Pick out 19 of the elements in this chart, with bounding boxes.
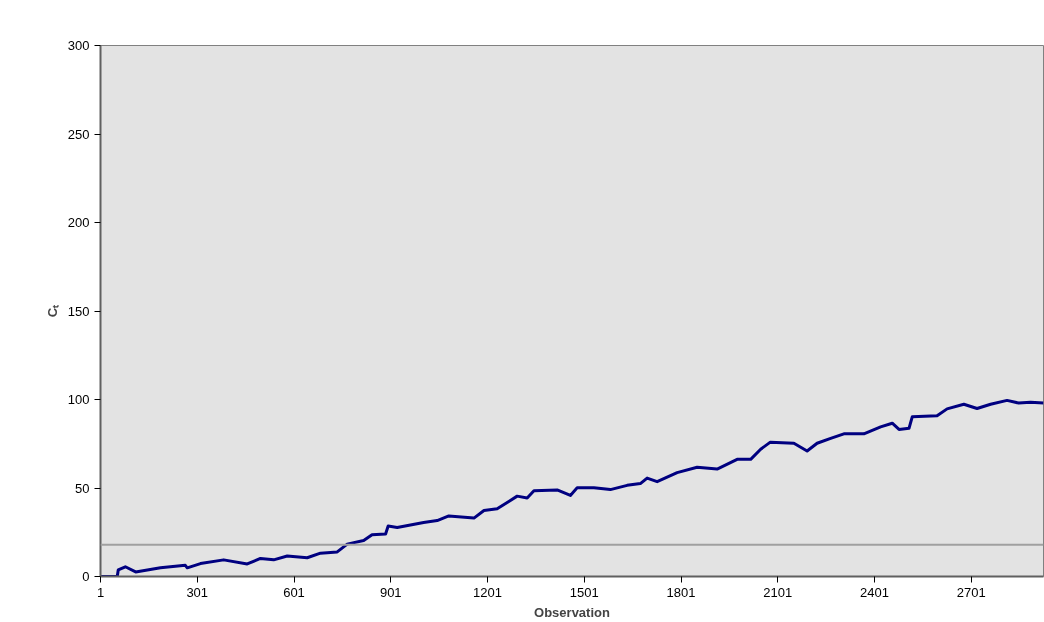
y-tick-label: 250 <box>67 126 90 142</box>
y-tick-label: 50 <box>75 480 90 496</box>
y-tick-label: 300 <box>67 38 90 53</box>
x-tick-label: 901 <box>379 584 402 600</box>
x-tick-label: 2701 <box>956 584 986 600</box>
y-tick-label: 200 <box>67 215 90 230</box>
y-axis-title: Cₜ <box>44 303 60 318</box>
y-tick-label: 150 <box>67 303 90 319</box>
y-tick-label: 0 <box>82 569 90 584</box>
x-tick-label: 1801 <box>666 584 696 600</box>
x-axis-title: Observation <box>534 604 610 620</box>
x-tick-label: 2401 <box>860 584 889 600</box>
x-tick-label: 2101 <box>763 584 793 600</box>
x-tick-label: 301 <box>186 584 209 600</box>
x-tick-label: 1 <box>96 584 105 600</box>
x-tick-label: 1201 <box>473 584 502 600</box>
x-tick-label: 1501 <box>569 584 599 600</box>
y-tick-label: 100 <box>67 392 90 407</box>
x-tick-label: 601 <box>283 584 305 600</box>
